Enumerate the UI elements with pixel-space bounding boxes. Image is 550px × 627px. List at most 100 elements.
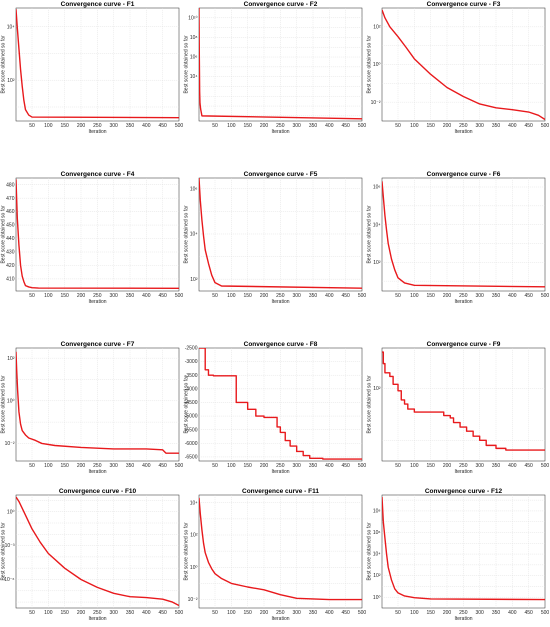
x-tick-label: 100 — [227, 610, 236, 616]
x-tick-label: 400 — [142, 123, 151, 129]
y-tick-label: 10² — [7, 356, 15, 362]
x-tick-label: 250 — [276, 123, 285, 129]
y-axis-label: Best score obtained so far — [367, 375, 373, 433]
x-tick-label: 300 — [109, 293, 118, 299]
y-axis-label: Best score obtained so far — [1, 205, 7, 263]
x-tick-label: 50 — [212, 610, 218, 616]
x-tick-label: 250 — [93, 463, 102, 469]
y-axis-label: Best score obtained so far — [367, 35, 373, 93]
convergence-chart-1: 50 100 150 200 250 300 350 400 450 500 10⁴ 10² Conve… — [1, 1, 184, 135]
y-tick-label: 10⁰ — [7, 398, 15, 404]
x-axis-label: Iteration — [454, 299, 472, 305]
x-tick-label: 250 — [459, 463, 468, 469]
convergence-chart-11: 50 100 150 200 250 300 350 400 450 500 10⁴ 10² 10⁰ 10… — [184, 488, 367, 622]
x-tick-label: 450 — [158, 463, 167, 469]
x-tick-label: 200 — [260, 463, 269, 469]
convergence-line — [16, 9, 179, 119]
x-tick-label: 500 — [358, 293, 367, 299]
x-axis-label: Iteration — [271, 616, 289, 622]
x-tick-label: 250 — [276, 463, 285, 469]
y-tick-label: 470 — [6, 196, 15, 202]
x-tick-label: 300 — [109, 463, 118, 469]
x-tick-label: 50 — [29, 610, 35, 616]
convergence-line — [199, 348, 362, 460]
x-tick-label: 200 — [260, 610, 269, 616]
x-tick-label: 300 — [475, 610, 484, 616]
x-tick-label: 200 — [77, 463, 86, 469]
x-tick-label: 150 — [243, 293, 252, 299]
x-tick-label: 100 — [410, 293, 419, 299]
x-tick-label: 400 — [142, 610, 151, 616]
y-tick-label: -6500 — [185, 455, 198, 461]
y-tick-label: 10⁰ — [373, 595, 381, 601]
y-tick-label: -3500 — [185, 373, 198, 379]
x-tick-label: 350 — [492, 123, 501, 129]
x-tick-label: 200 — [77, 123, 86, 129]
y-tick-label: 10⁴ — [190, 232, 198, 238]
x-tick-label: 50 — [395, 610, 401, 616]
x-tick-label: 350 — [309, 463, 318, 469]
y-tick-label: 10⁻³ — [5, 543, 15, 549]
x-tick-label: 400 — [325, 293, 334, 299]
x-axis-label: Iteration — [454, 129, 472, 135]
y-tick-label: 10⁻² — [371, 100, 381, 106]
chart-title: Convergence curve - F10 — [59, 488, 137, 495]
y-tick-label: 10⁻² — [188, 597, 198, 603]
y-axis-label: Best score obtained so far — [184, 35, 190, 93]
y-tick-label: 10⁶ — [373, 185, 381, 191]
x-tick-label: 50 — [395, 463, 401, 469]
chart-title: Convergence curve - F8 — [244, 341, 318, 348]
x-tick-label: 50 — [29, 123, 35, 129]
convergence-line — [382, 496, 545, 601]
x-tick-label: 450 — [158, 123, 167, 129]
x-tick-label: 350 — [126, 123, 135, 129]
x-axis-label: Iteration — [271, 469, 289, 475]
y-tick-label: 10² — [373, 386, 381, 392]
y-tick-label: 410 — [6, 276, 15, 282]
chart-title: Convergence curve - F1 — [61, 1, 135, 8]
y-tick-label: -3000 — [185, 359, 198, 365]
x-tick-label: 500 — [175, 123, 184, 129]
x-tick-label: 150 — [60, 610, 69, 616]
y-tick-label: 10⁻² — [5, 441, 15, 447]
chart-title: Convergence curve - F12 — [425, 488, 503, 495]
y-tick-label: 10⁰ — [373, 62, 381, 68]
x-tick-label: 500 — [541, 610, 550, 616]
x-tick-label: 150 — [426, 463, 435, 469]
x-axis-label: Iteration — [88, 616, 106, 622]
x-axis-label: Iteration — [88, 299, 106, 305]
y-axis-label: Best score obtained so far — [1, 375, 7, 433]
y-axis-label: Best score obtained so far — [184, 522, 190, 580]
x-axis-label: Iteration — [271, 299, 289, 305]
x-tick-label: 450 — [341, 293, 350, 299]
y-tick-label: 10² — [373, 573, 381, 579]
x-tick-label: 50 — [395, 293, 401, 299]
x-tick-label: 400 — [508, 463, 517, 469]
y-tick-label: 10⁶ — [190, 186, 198, 192]
x-tick-label: 100 — [227, 293, 236, 299]
x-tick-label: 350 — [492, 463, 501, 469]
x-tick-label: 150 — [426, 293, 435, 299]
x-tick-label: 250 — [93, 610, 102, 616]
x-tick-label: 400 — [142, 293, 151, 299]
x-tick-label: 50 — [29, 293, 35, 299]
x-tick-label: 300 — [109, 123, 118, 129]
y-axis-label: Best score obtained so far — [1, 522, 7, 580]
y-tick-label: 460 — [6, 209, 15, 215]
x-tick-label: 250 — [459, 610, 468, 616]
x-tick-label: 250 — [93, 123, 102, 129]
x-tick-label: 150 — [243, 123, 252, 129]
x-tick-label: 150 — [426, 610, 435, 616]
y-tick-label: 10⁶ — [373, 530, 381, 536]
x-tick-label: 150 — [243, 463, 252, 469]
x-tick-label: 300 — [292, 293, 301, 299]
y-tick-label: 10⁴ — [373, 552, 381, 558]
chart-title: Convergence curve - F5 — [244, 171, 318, 178]
x-tick-label: 150 — [60, 123, 69, 129]
y-tick-label: -5500 — [185, 427, 198, 433]
x-tick-label: 50 — [395, 123, 401, 129]
x-tick-label: 350 — [309, 610, 318, 616]
y-tick-label: 10⁸ — [373, 509, 381, 515]
y-tick-label: 420 — [6, 263, 15, 269]
y-tick-label: 10⁸ — [190, 35, 198, 41]
